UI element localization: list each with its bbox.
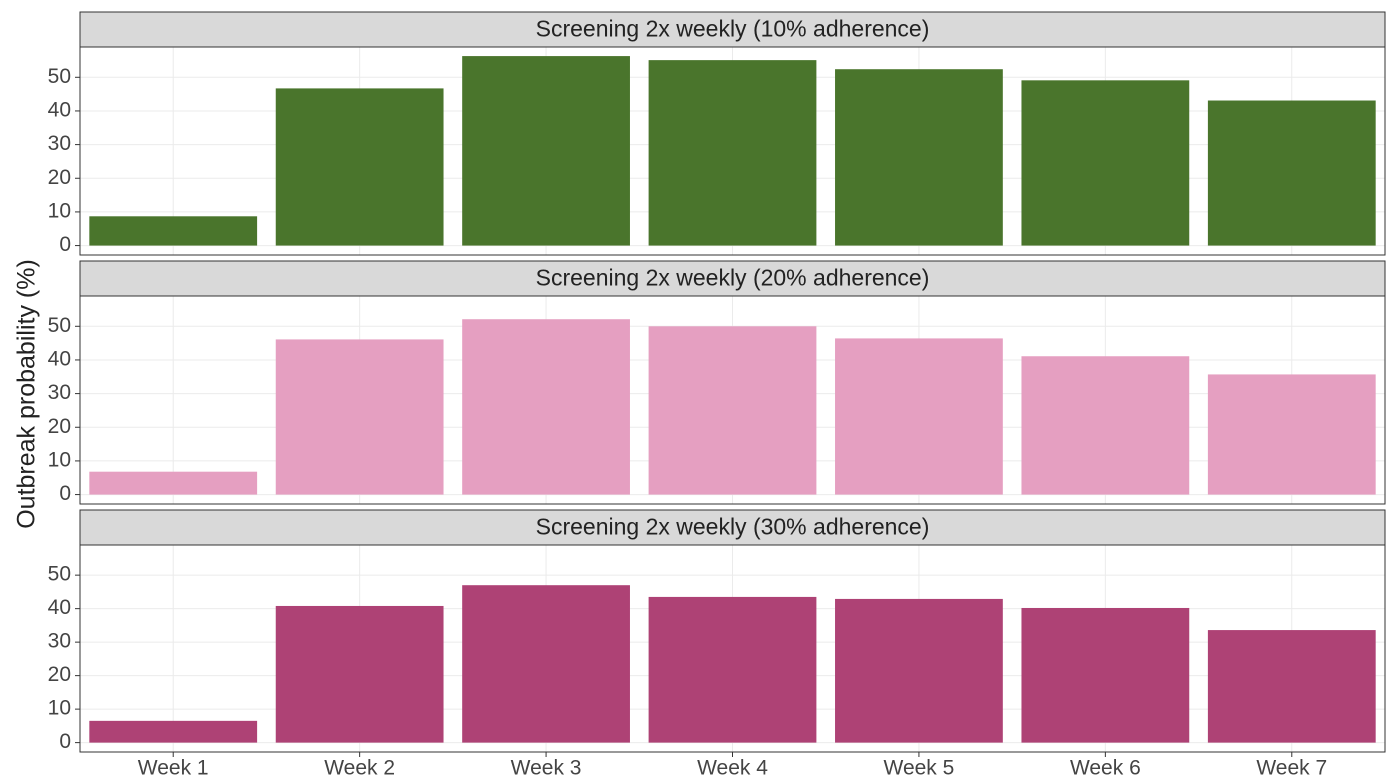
y-tick-label: 10 [48, 199, 71, 222]
bar [1021, 607, 1190, 743]
bar [1021, 356, 1190, 495]
bar [275, 88, 444, 246]
panel-title: Screening 2x weekly (20% adherence) [536, 265, 930, 291]
panel-border [79, 46, 1386, 256]
strip-background [79, 509, 1386, 546]
y-tick-label: 0 [59, 233, 71, 256]
bar [1207, 374, 1376, 495]
y-tick-label: 10 [48, 697, 71, 720]
y-tick-label: 10 [48, 448, 71, 471]
y-tick-label: 20 [48, 166, 71, 189]
bar [648, 60, 817, 246]
bar [89, 720, 258, 743]
bar [462, 56, 630, 246]
x-tick-label: Week 1 [138, 757, 209, 780]
bar [835, 69, 1003, 246]
bar [462, 319, 630, 495]
bar [89, 471, 258, 495]
y-tick-label: 20 [48, 663, 71, 686]
strip-background [79, 11, 1386, 48]
y-tick-label: 50 [48, 314, 71, 337]
bar [835, 338, 1003, 495]
panel-border [79, 295, 1386, 505]
bar [275, 339, 444, 495]
y-tick-label: 0 [59, 482, 71, 505]
bar [835, 598, 1003, 743]
y-tick-label: 30 [48, 132, 71, 155]
panel-title: Screening 2x weekly (30% adherence) [536, 514, 930, 540]
x-tick-label: Week 6 [1070, 757, 1141, 780]
y-tick-label: 20 [48, 415, 71, 438]
y-tick-label: 30 [48, 381, 71, 404]
y-tick-label: 40 [48, 98, 71, 121]
y-tick-label: 50 [48, 563, 71, 586]
y-tick-label: 40 [48, 347, 71, 370]
bar [1207, 100, 1376, 246]
y-tick-label: 0 [59, 730, 71, 753]
y-tick-label: 30 [48, 630, 71, 653]
bar [1021, 80, 1190, 246]
bar [89, 216, 258, 246]
strip-background [79, 260, 1386, 297]
bar [648, 326, 817, 495]
panel-title: Screening 2x weekly (10% adherence) [536, 16, 930, 42]
y-tick-label: 40 [48, 596, 71, 619]
y-tick-label: 50 [48, 65, 71, 88]
bar [275, 605, 444, 743]
bar [462, 585, 630, 743]
x-tick-label: Week 4 [697, 757, 768, 780]
x-tick-label: Week 3 [511, 757, 582, 780]
y-axis-label: Outbreak probability (%) [13, 259, 41, 529]
x-tick-label: Week 2 [324, 757, 395, 780]
x-tick-label: Week 7 [1256, 757, 1327, 780]
bar [1207, 630, 1376, 743]
bar [648, 596, 817, 743]
x-tick-label: Week 5 [884, 757, 955, 780]
